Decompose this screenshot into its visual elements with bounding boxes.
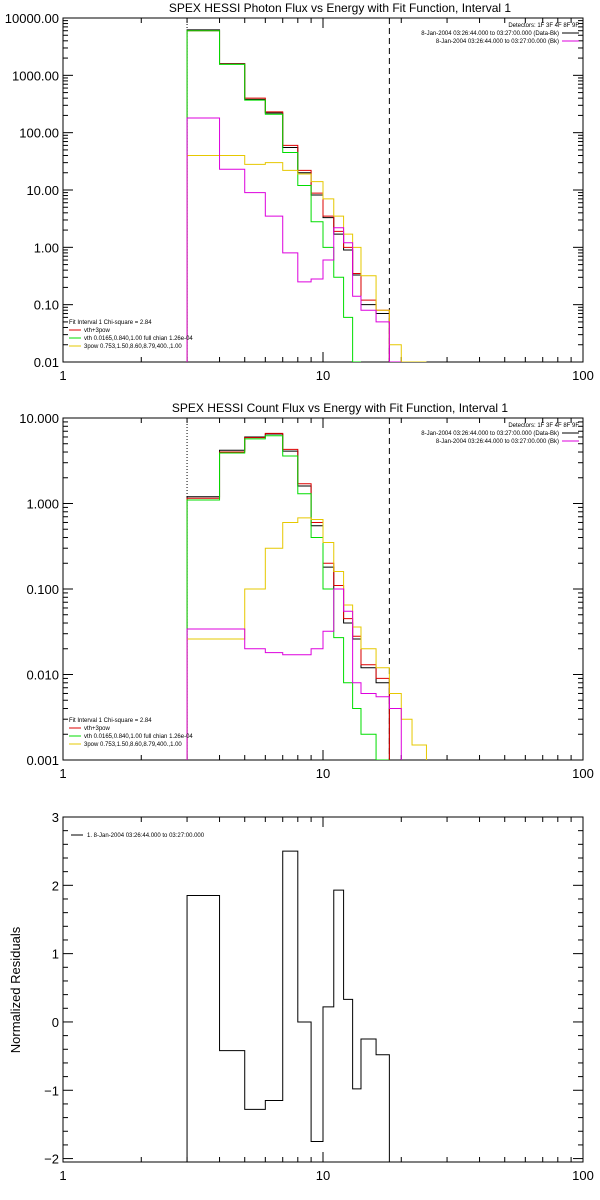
count-flux-title: SPEX HESSI Count Flux vs Energy with Fit… [172,401,508,415]
y-tick-label: 1 [52,947,59,962]
legend-entry-text: 1. 8-Jan-2004 03:26:44.000 to 03:27:00.0… [87,833,205,839]
photon-flux-panel: SPEX HESSI Photon Flux vs Energy with Fi… [5,1,594,383]
legend-entry-text: 3pow 0.753,1.50,8.60,8.79,400.,1.00 [84,742,182,748]
series-line-2 [186,30,361,362]
legend-entry-text: vth+3pow [84,328,111,334]
y-tick-label: 1000.00 [12,68,59,83]
legend-entry-text: 8-Jan-2004 03:26:44.000 to 03:27:00.000 … [421,431,559,437]
y-tick-label: 10000.00 [5,11,59,26]
series-line-4 [186,117,402,362]
legend-entry-text: 8-Jan-2004 03:26:44.000 to 03:27:00.000 … [421,31,559,37]
y-tick-label: 2 [52,878,59,893]
legend-fit-header-text: Fit Interval 1 Chi-square = 2.84 [69,718,152,724]
legend-entry-text: vth 0.0165,0.840,1.00 full chian 1.26e-0… [84,336,193,342]
y-tick-label: −1 [44,1083,59,1098]
y-tick-label: 0.100 [26,582,59,597]
count-flux-panel: SPEX HESSI Count Flux vs Energy with Fit… [19,401,594,781]
y-tick-label: 10.000 [19,411,59,426]
series-group [186,29,427,362]
series-line-2 [186,435,390,760]
x-tick-label: 1 [59,368,66,383]
y-tick-label: 0 [52,1015,59,1030]
x-tick-label: 10 [316,368,330,383]
series-line-1 [186,432,390,760]
series-line-0 [186,850,390,1162]
series-line-0 [186,29,390,362]
legend-fit-header-text: Fit Interval 1 Chi-square = 2.84 [69,320,152,326]
legend-detectors-text: Detectors: 1F 3F 4F 8F 9F [508,423,579,429]
series-line-1 [186,30,390,362]
x-tick-label: 100 [572,368,594,383]
y-tick-label: 0.001 [26,753,59,768]
residuals-y-axis-label: Normalized Residuals [8,926,23,1053]
series-line-3 [186,154,427,362]
y-tick-label: 0.01 [34,355,59,370]
y-tick-label: 0.010 [26,668,59,683]
photon-flux-title: SPEX HESSI Photon Flux vs Energy with Fi… [169,1,511,15]
y-tick-label: 10.00 [26,183,59,198]
series-group [186,850,390,1162]
legend-entry-text: 8-Jan-2004 03:26:44.000 to 03:27:00.000 … [436,439,559,445]
x-tick-label: 10 [316,1168,330,1183]
y-tick-label: 100.00 [19,126,59,141]
legend-entry-text: vth+3pow [84,726,111,732]
legend-detectors-text: Detectors: 1F 3F 4F 8F 9F [508,23,579,29]
series-line-3 [186,517,427,760]
y-tick-label: 3 [52,810,59,825]
x-tick-label: 10 [316,766,330,781]
x-tick-label: 100 [572,766,594,781]
y-tick-label: 0.10 [34,298,59,313]
series-line-0 [186,433,390,760]
series-line-4 [186,588,402,760]
legend-entry-text: 3pow 0.753,1.50,8.60,8.79,400.,1.00 [84,344,182,350]
x-tick-label: 100 [572,1168,594,1183]
series-group [186,432,427,760]
y-tick-label: −2 [44,1152,59,1167]
legend-entry-text: vth 0.0165,0.840,1.00 full chian 1.26e-0… [84,734,193,740]
x-tick-label: 1 [59,766,66,781]
y-tick-label: 1.000 [26,497,59,512]
x-tick-label: 1 [59,1168,66,1183]
legend-entry-text: 8-Jan-2004 03:26:44.000 to 03:27:00.000 … [436,39,559,45]
residuals-panel: Normalized Residuals 1 10 100 −2 −1 0 1 2 3 1. 8-… [8,810,594,1183]
y-tick-label: 1.00 [34,240,59,255]
